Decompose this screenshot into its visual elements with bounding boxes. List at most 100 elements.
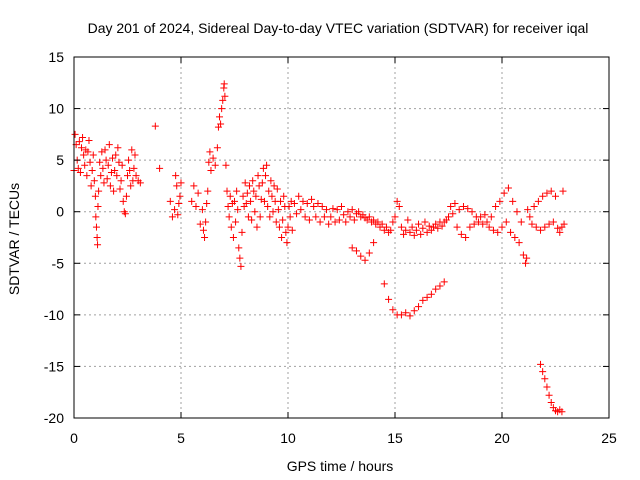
data-point bbox=[166, 197, 174, 205]
data-point bbox=[447, 203, 455, 211]
data-point bbox=[308, 195, 316, 203]
chart-title: Day 201 of 2024, Sidereal Day-to-day VTE… bbox=[88, 20, 589, 36]
data-point bbox=[348, 206, 356, 214]
data-point bbox=[86, 158, 94, 166]
data-point bbox=[487, 213, 495, 221]
data-point bbox=[96, 158, 104, 166]
data-point bbox=[519, 251, 527, 259]
data-point bbox=[101, 146, 109, 154]
data-point bbox=[272, 218, 280, 226]
data-point bbox=[83, 172, 91, 180]
data-point bbox=[423, 228, 431, 236]
data-point bbox=[391, 213, 399, 221]
data-point bbox=[245, 182, 253, 190]
data-point bbox=[102, 156, 110, 164]
data-point bbox=[432, 220, 440, 228]
data-point bbox=[250, 187, 258, 195]
data-point bbox=[286, 213, 294, 221]
data-point bbox=[410, 231, 418, 239]
data-point bbox=[427, 290, 435, 298]
data-point bbox=[539, 192, 547, 200]
data-point bbox=[99, 164, 107, 172]
data-point bbox=[172, 172, 180, 180]
data-point bbox=[320, 213, 328, 221]
data-point bbox=[127, 182, 135, 190]
data-point bbox=[117, 177, 125, 185]
data-point bbox=[115, 158, 123, 166]
data-point bbox=[517, 218, 525, 226]
data-point bbox=[194, 189, 202, 197]
x-tick-label: 20 bbox=[494, 430, 510, 446]
data-point bbox=[457, 230, 465, 238]
data-point bbox=[219, 96, 227, 104]
data-point bbox=[205, 158, 213, 166]
data-point bbox=[93, 234, 101, 241]
data-point bbox=[348, 244, 356, 252]
data-point bbox=[543, 383, 551, 391]
x-axis-ticks: 0 5 10 15 20 25 bbox=[70, 57, 617, 446]
data-point bbox=[462, 234, 470, 241]
data-point bbox=[419, 224, 427, 232]
data-point bbox=[303, 199, 311, 207]
data-point bbox=[262, 172, 270, 180]
data-point bbox=[412, 226, 420, 234]
data-point bbox=[223, 187, 231, 195]
data-point bbox=[275, 223, 283, 231]
data-point bbox=[466, 223, 474, 231]
data-point bbox=[118, 161, 126, 169]
data-point bbox=[547, 187, 555, 195]
data-point bbox=[415, 303, 423, 311]
data-point bbox=[112, 151, 120, 159]
data-point bbox=[229, 234, 237, 241]
data-point bbox=[530, 203, 538, 211]
data-point bbox=[176, 192, 184, 200]
data-point bbox=[156, 164, 164, 172]
data-point bbox=[346, 213, 354, 221]
data-point bbox=[357, 252, 365, 260]
data-point bbox=[410, 307, 418, 315]
data-point bbox=[253, 223, 261, 231]
data-point bbox=[283, 239, 291, 247]
data-point bbox=[238, 228, 246, 236]
data-point bbox=[477, 213, 485, 221]
data-point bbox=[260, 197, 268, 205]
data-point bbox=[202, 218, 210, 226]
data-point bbox=[464, 205, 472, 213]
data-point bbox=[209, 154, 217, 162]
data-point bbox=[500, 189, 508, 197]
data-point bbox=[174, 211, 182, 219]
data-point bbox=[541, 223, 549, 231]
data-points bbox=[70, 80, 568, 416]
data-point bbox=[539, 368, 547, 376]
data-point bbox=[171, 206, 179, 214]
data-point bbox=[545, 220, 553, 228]
data-point bbox=[109, 154, 117, 162]
data-point bbox=[445, 213, 452, 221]
data-point bbox=[76, 169, 84, 177]
y-tick-label: -15 bbox=[44, 358, 64, 374]
data-point bbox=[509, 197, 517, 205]
data-point bbox=[168, 213, 176, 221]
data-point bbox=[545, 391, 553, 399]
data-point bbox=[417, 230, 425, 238]
data-point bbox=[285, 203, 293, 211]
data-point bbox=[342, 218, 350, 226]
data-point bbox=[119, 197, 127, 205]
data-point bbox=[270, 182, 278, 190]
data-point bbox=[151, 122, 159, 130]
data-point bbox=[496, 197, 504, 205]
data-point bbox=[543, 189, 551, 197]
data-point bbox=[213, 144, 221, 152]
data-point bbox=[225, 213, 233, 221]
y-axis-ticks: 15 10 5 0 -5 -10 -15 -20 bbox=[44, 49, 609, 426]
data-point bbox=[177, 179, 185, 187]
data-point bbox=[333, 206, 341, 214]
data-point bbox=[481, 211, 489, 219]
data-point bbox=[220, 80, 228, 88]
y-axis-label: SDTVAR / TECUs bbox=[6, 183, 22, 295]
data-point bbox=[274, 206, 282, 214]
data-point bbox=[280, 192, 288, 200]
data-point bbox=[92, 223, 100, 231]
data-point bbox=[492, 203, 500, 211]
